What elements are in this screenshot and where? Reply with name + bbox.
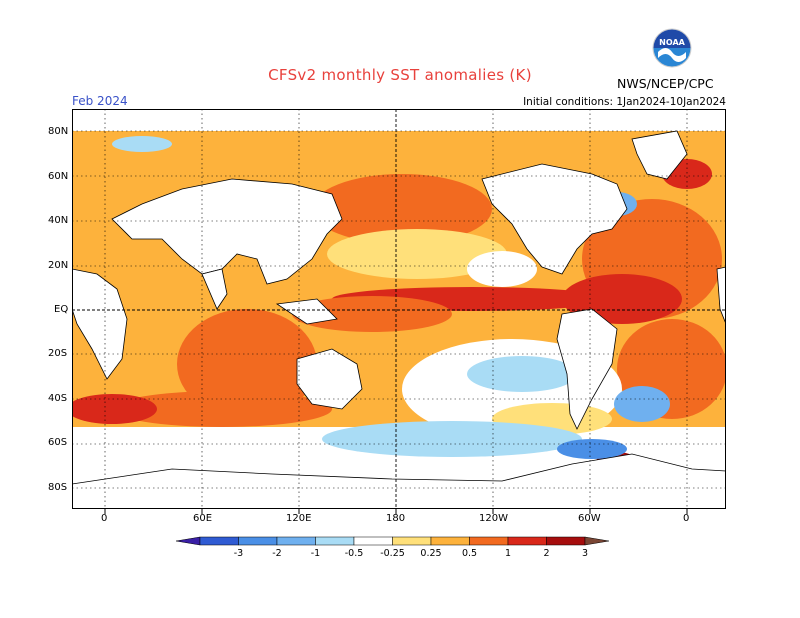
colorbar-box — [315, 536, 355, 546]
south-pacific-cool — [467, 356, 577, 392]
southern-ocean-warm-band — [72, 394, 157, 424]
africa-west — [72, 268, 128, 380]
chart-title: CFSv2 monthly SST anomalies (K) — [268, 66, 532, 84]
arctic-cool — [112, 136, 172, 152]
lon-label-120e: 120E — [286, 513, 312, 524]
colorbar-label: 0.25 — [420, 548, 441, 559]
lon-label-0-right: 0 — [683, 513, 690, 524]
lon-label-60w: 60W — [578, 513, 601, 524]
lat-label-20n: 20N — [48, 260, 69, 271]
colorbar-label: -0.5 — [345, 548, 364, 559]
india — [201, 268, 228, 310]
south-atlantic-cool — [614, 386, 670, 422]
colorbar-min-arrow — [175, 536, 201, 546]
colorbar-label: 2 — [543, 548, 549, 559]
lat-label-60s: 60S — [48, 437, 68, 448]
lon-label-120w: 120W — [479, 513, 508, 524]
colorbar-box — [430, 536, 470, 546]
colorbar-box — [199, 536, 239, 546]
colorbar: -3 -2 -1 -0.5 -0.25 0.25 0.5 1 2 3 — [175, 536, 610, 559]
southern-ocean-cool — [322, 421, 582, 457]
southern-ocean-cold — [557, 439, 627, 459]
colorbar-label: 0.5 — [462, 548, 477, 559]
reference-lines — [72, 109, 726, 509]
lon-label-0: 0 — [101, 513, 108, 524]
colorbar-label: -1 — [311, 548, 320, 559]
logo-text: NOAA — [659, 38, 685, 47]
colorbar-box — [238, 536, 278, 546]
colorbar-box — [353, 536, 393, 546]
lat-label-80s: 80S — [48, 482, 68, 493]
greenland — [631, 130, 688, 180]
colorbar-box — [546, 536, 586, 546]
colorbar-box — [392, 536, 432, 546]
southern-indian-warm — [112, 391, 332, 427]
antarctica — [72, 453, 726, 509]
colorbar-box — [469, 536, 509, 546]
graticule — [72, 109, 726, 509]
west-pacific-warm — [292, 296, 452, 332]
initial-conditions: Initial conditions: 1Jan2024-10Jan2024 — [523, 96, 726, 108]
lon-label-180: 180 — [386, 513, 406, 524]
colorbar-box — [507, 536, 547, 546]
north-pacific-warm — [312, 174, 492, 244]
lat-label-40n: 40N — [48, 215, 69, 226]
colorbar-label: 1 — [505, 548, 511, 559]
north-america — [481, 163, 628, 275]
europe-asia — [111, 178, 343, 285]
lat-label-40s: 40S — [48, 393, 68, 404]
lon-label-60e: 60E — [193, 513, 213, 524]
colorbar-label: -2 — [272, 548, 281, 559]
colorbar-label: -3 — [234, 548, 243, 559]
colorbar-box — [276, 536, 316, 546]
colorbar-label: -0.25 — [380, 548, 405, 559]
lat-label-60n: 60N — [48, 171, 69, 182]
north-pacific-neutral — [327, 229, 507, 279]
sst-anomaly-map — [72, 109, 726, 514]
forecast-month: Feb 2024 — [72, 94, 128, 108]
lat-label-80n: 80N — [48, 126, 69, 137]
colorbar-max-arrow — [584, 536, 610, 546]
lat-label-20s: 20S — [48, 348, 68, 359]
land-masses — [72, 130, 726, 509]
map-frame — [72, 109, 726, 509]
tick-marks — [104, 509, 688, 514]
east-pacific-neutral — [467, 251, 537, 287]
maritime-continent — [275, 298, 338, 325]
arctic-neutral — [72, 109, 726, 131]
agency-label: NWS/NCEP/CPC — [617, 76, 714, 91]
colorbar-label: 3 — [582, 548, 588, 559]
lat-label-eq: EQ — [54, 304, 69, 315]
noaa-logo: NOAA — [652, 28, 692, 68]
